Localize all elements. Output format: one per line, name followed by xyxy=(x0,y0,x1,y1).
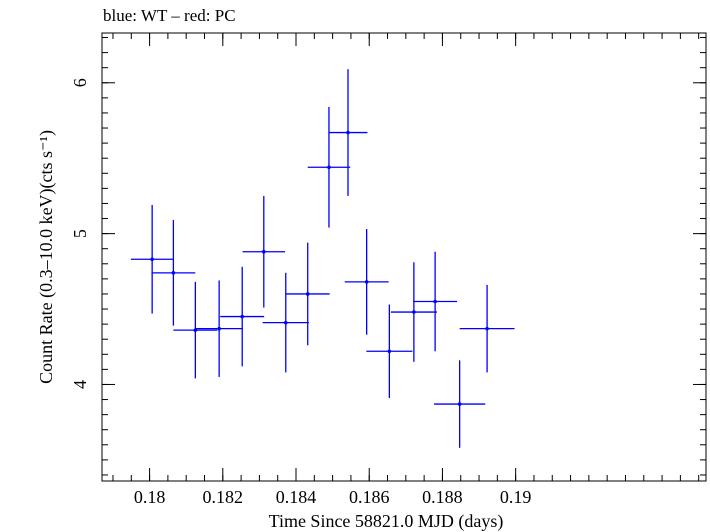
x-axis-title: Time Since 58821.0 MJD (days) xyxy=(269,511,504,532)
data-points xyxy=(130,69,515,448)
x-tick-label: 0.19 xyxy=(500,487,532,507)
data-point xyxy=(195,280,243,377)
x-tick-label: 0.186 xyxy=(349,487,390,507)
data-point xyxy=(220,266,265,367)
point-marker xyxy=(485,326,489,331)
point-marker xyxy=(283,320,288,325)
point-marker xyxy=(457,402,462,406)
x-tick-label: 0.188 xyxy=(422,487,463,507)
data-point xyxy=(307,106,351,228)
data-point xyxy=(328,69,368,196)
point-marker xyxy=(261,249,266,254)
data-point xyxy=(262,272,309,373)
data-point xyxy=(366,304,413,399)
data-point xyxy=(151,220,196,326)
data-point xyxy=(390,262,437,362)
data-point xyxy=(434,360,486,448)
y-tick-label: 6 xyxy=(70,78,90,87)
y-axis-title: Count Rate (0.3–10.0 keV)(cts s⁻¹) xyxy=(36,130,57,384)
plot-frame xyxy=(101,32,707,482)
y-tick-label: 5 xyxy=(70,229,90,238)
y-tick-label: 4 xyxy=(70,380,90,389)
data-point xyxy=(173,281,218,379)
data-point xyxy=(344,229,389,335)
point-marker xyxy=(217,326,221,331)
point-marker xyxy=(364,280,369,284)
data-point xyxy=(242,195,286,308)
point-marker xyxy=(305,292,310,296)
point-marker xyxy=(171,271,176,275)
point-marker xyxy=(433,299,437,304)
point-marker xyxy=(240,314,245,319)
point-marker xyxy=(387,349,392,354)
chart-title: blue: WT – red: PC xyxy=(103,6,236,25)
point-marker xyxy=(327,165,331,170)
data-point xyxy=(285,242,330,346)
data-point xyxy=(459,284,515,373)
x-tick-label: 0.182 xyxy=(203,487,244,507)
y-axis: 4 5 6 xyxy=(70,37,706,476)
x-axis: 0.18 0.182 0.184 0.186 0.188 0.19 xyxy=(112,33,700,507)
data-point xyxy=(130,204,174,314)
x-tick-label: 0.184 xyxy=(276,487,317,507)
data-point xyxy=(413,251,458,352)
point-marker xyxy=(412,310,416,314)
point-marker xyxy=(150,257,154,262)
point-marker xyxy=(346,130,350,135)
x-tick-label: 0.18 xyxy=(134,487,166,507)
